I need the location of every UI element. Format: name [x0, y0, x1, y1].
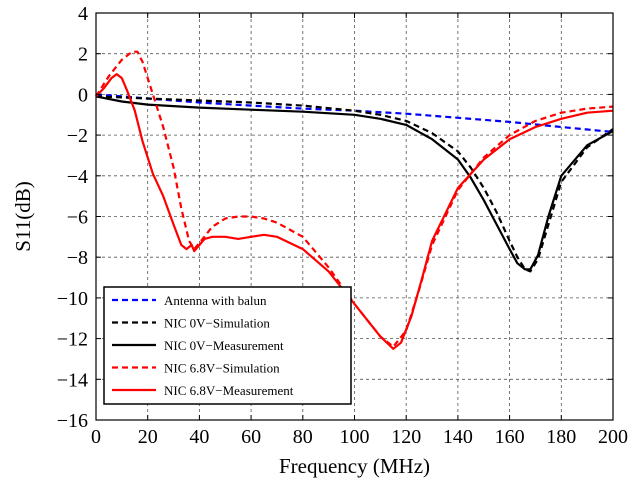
legend-label: NIC 0V−Simulation — [164, 316, 270, 331]
y-tick-label: −8 — [67, 247, 88, 269]
axis-ticks — [95, 12, 614, 421]
x-tick-label: 180 — [546, 426, 576, 448]
series-lines — [95, 50, 614, 350]
y-tick-label: −12 — [57, 329, 88, 351]
x-tick-label: 40 — [189, 426, 209, 448]
y-tick-label: 4 — [78, 3, 88, 25]
x-tick-label: 140 — [443, 426, 473, 448]
x-tick-label: 60 — [241, 426, 261, 448]
legend: Antenna with balun NIC 0V−Simulation NIC 0… — [103, 286, 352, 405]
x-tick-label: 20 — [138, 426, 158, 448]
x-axis-title: Frequency (MHz) — [279, 454, 430, 478]
y-tick-label: −16 — [57, 410, 88, 432]
x-tick-labels: 0 20 40 60 80 100 120 140 160 180 200 — [91, 426, 628, 448]
series-line-4 — [95, 72, 614, 350]
legend-label: NIC 6.8V−Simulation — [164, 361, 280, 376]
legend-label: Antenna with balun — [164, 293, 267, 308]
y-tick-label: 2 — [78, 44, 88, 66]
y-tick-label: 0 — [78, 84, 88, 106]
y-tick-label: −10 — [57, 288, 88, 310]
x-tick-label: 200 — [598, 426, 628, 448]
series-line-2 — [95, 95, 614, 271]
x-tick-label: 120 — [391, 426, 421, 448]
y-tick-labels: 4 2 0 −2 −4 −6 −8 −10 −12 −14 −16 — [57, 3, 88, 432]
legend-label: NIC 0V−Measurement — [164, 338, 284, 353]
series-line-1 — [95, 95, 614, 273]
x-tick-label: 100 — [340, 426, 370, 448]
y-tick-label: −6 — [67, 207, 88, 229]
y-tick-label: −2 — [67, 125, 88, 147]
series-line-0 — [95, 93, 614, 134]
x-tick-label: 80 — [293, 426, 313, 448]
y-tick-label: −4 — [67, 166, 88, 188]
x-tick-label: 160 — [495, 426, 525, 448]
y-tick-label: −14 — [57, 369, 88, 391]
legend-label: NIC 6.8V−Measurement — [164, 383, 294, 398]
y-axis-title: S11(dB) — [11, 181, 35, 251]
x-tick-label: 0 — [91, 426, 101, 448]
